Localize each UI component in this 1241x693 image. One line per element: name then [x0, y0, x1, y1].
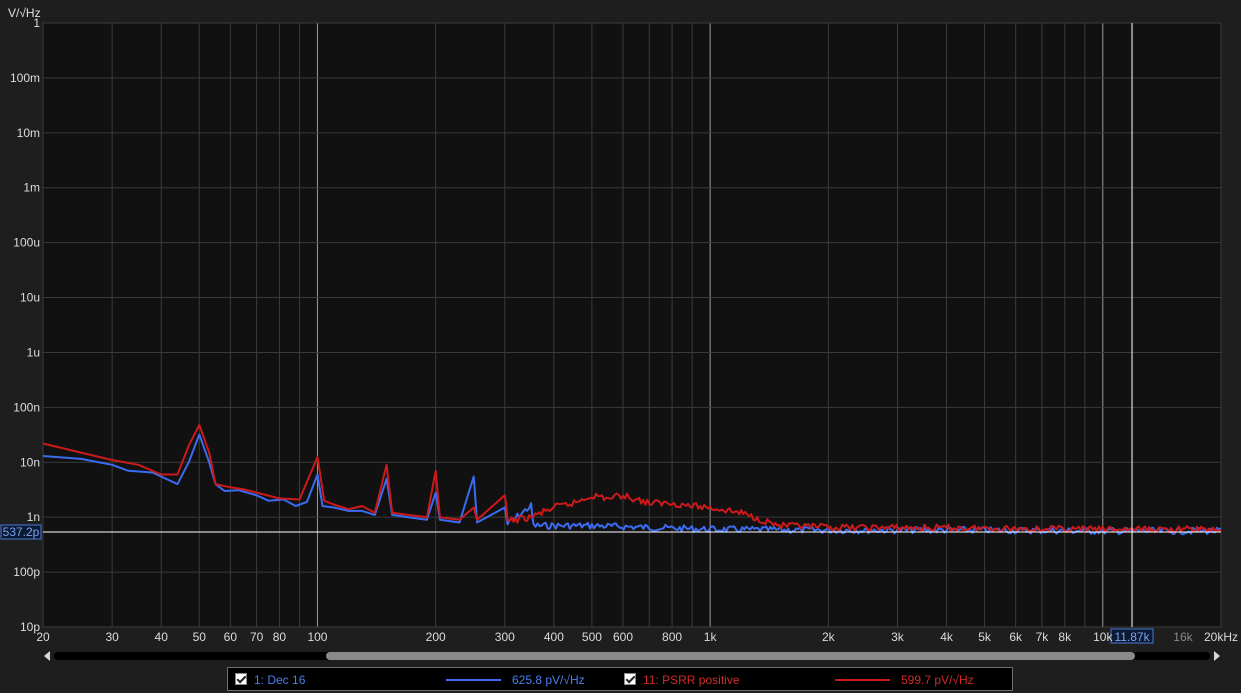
x-tick-label-14: 1k: [704, 630, 718, 644]
x-tick-label-13: 800: [662, 630, 682, 644]
cursor-y-readout: 537.2p: [3, 525, 40, 539]
x-tick-label-9: 300: [495, 630, 515, 644]
legend-swatch-1: [446, 679, 501, 681]
x-tick-label-19: 6k: [1009, 630, 1023, 644]
x-tick-label-20: 7k: [1036, 630, 1050, 644]
y-tick-label-9: 1n: [27, 510, 40, 524]
y-axis-label: V/√Hz: [8, 6, 41, 20]
y-tick-label-2: 10m: [17, 126, 40, 140]
x-tick-label-17: 4k: [940, 630, 954, 644]
x-tick-label-11: 500: [582, 630, 602, 644]
scroll-left-icon[interactable]: [44, 651, 50, 661]
y-tick-label-4: 100u: [13, 236, 40, 250]
y-tick-label-7: 100n: [13, 400, 40, 414]
x-tick-label-0: 20: [36, 630, 50, 644]
legend-value-1: 625.8 pV/√Hz: [512, 673, 585, 687]
x-tick-labels: 20 30 40 50 60 70 80 100 200 300 400 500 600 800 1k 2k 3…: [36, 630, 1238, 644]
legend-item-2: 11: PSRR positive 599.7 pV/√Hz: [618, 668, 1012, 690]
plot-area: [42, 22, 1222, 628]
y-tick-label-1: 100m: [10, 71, 40, 85]
x-tick-label-15: 2k: [822, 630, 836, 644]
legend: 1: Dec 16 625.8 pV/√Hz 11: PSRR positive…: [227, 667, 1013, 691]
cursor-x-readout: 11.87k: [1114, 630, 1150, 644]
x-tick-label-6: 80: [273, 630, 287, 644]
x-tick-label-7: 100: [307, 630, 327, 644]
y-tick-label-3: 1m: [23, 181, 40, 195]
scroll-right-icon[interactable]: [1214, 651, 1220, 661]
x-tick-label-18: 5k: [978, 630, 992, 644]
y-tick-label-11: 10p: [20, 620, 40, 634]
cursor[interactable]: 537.2p 11.87k: [0, 23, 1221, 644]
x-tick-label-10: 400: [544, 630, 564, 644]
x-tick-label-5: 70: [250, 630, 264, 644]
x-tick-label-24: 20kHz: [1204, 630, 1238, 644]
series-line-1: [42, 433, 1222, 536]
cursor-y-readout-box: [0, 524, 42, 540]
y-tick-label-5: 10u: [20, 291, 40, 305]
legend-label-2: 11: PSRR positive: [643, 673, 740, 687]
x-tick-label-16: 3k: [891, 630, 905, 644]
series-lines: [42, 423, 1222, 536]
cursor-x-readout-box: [1110, 628, 1154, 644]
y-tick-labels: 1 100m 10m 1m 100u 10u 1u 100n 10n 1n 100p 10p: [10, 16, 40, 634]
x-tick-label-23: 16k: [1173, 630, 1193, 644]
x-tick-label-4: 60: [224, 630, 238, 644]
x-tick-label-21: 8k: [1058, 630, 1072, 644]
series-1-checkbox[interactable]: [235, 673, 247, 685]
x-tick-label-1: 30: [105, 630, 119, 644]
legend-value-2: 599.7 pV/√Hz: [901, 673, 974, 687]
scroll-thumb[interactable]: [325, 652, 1135, 660]
x-tick-label-3: 50: [193, 630, 207, 644]
legend-swatch-2: [835, 679, 890, 681]
scroll-track[interactable]: [54, 652, 1210, 660]
x-tick-label-12: 600: [613, 630, 633, 644]
horizontal-scrollbar[interactable]: [44, 650, 1220, 662]
y-tick-label-0: 1: [33, 16, 40, 30]
y-tick-label-6: 1u: [27, 345, 40, 359]
series-2-checkbox[interactable]: [624, 673, 636, 685]
legend-label-1: 1: Dec 16: [254, 673, 306, 687]
y-tick-label-10: 100p: [13, 565, 40, 579]
x-tick-label-8: 200: [426, 630, 446, 644]
legend-item-1: 1: Dec 16 625.8 pV/√Hz: [228, 668, 618, 690]
series-line-2: [42, 423, 1222, 534]
y-tick-label-8: 10n: [20, 455, 40, 469]
x-tick-label-22: 10k: [1093, 630, 1113, 644]
x-tick-label-2: 40: [155, 630, 169, 644]
